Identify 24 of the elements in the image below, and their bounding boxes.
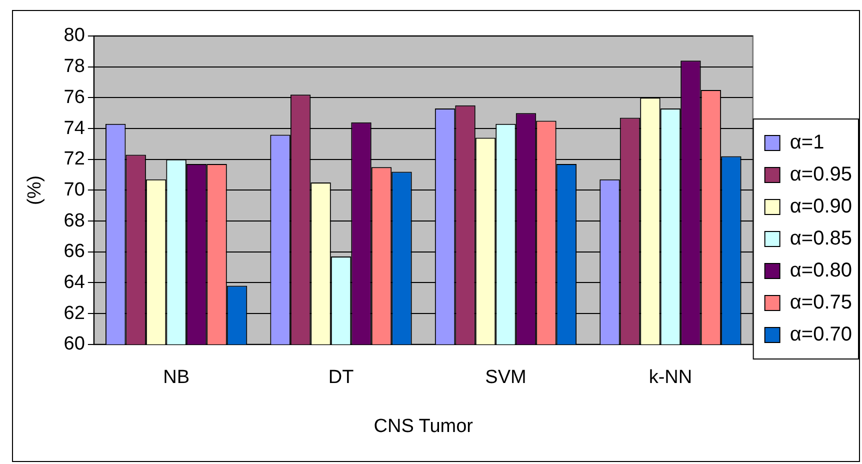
legend-label: α=1 — [790, 132, 824, 154]
legend-label: α=0.75 — [790, 292, 852, 314]
y-tick-label: 80 — [64, 25, 85, 46]
y-tick-label: 78 — [64, 56, 85, 78]
y-axis-title: (%) — [24, 175, 46, 205]
x-tick-label: SVM — [485, 367, 526, 388]
y-tick-label: 76 — [64, 86, 85, 108]
y-tick-label: 72 — [64, 148, 85, 170]
x-tick-label: k-NN — [648, 367, 692, 388]
y-tick-label: 66 — [64, 241, 85, 262]
x-axis-title: CNS Tumor — [374, 416, 474, 437]
y-tick-label: 74 — [64, 118, 86, 139]
x-tick-label: DT — [328, 367, 354, 388]
y-tick-label: 64 — [64, 272, 86, 293]
y-tick-label: 70 — [64, 179, 85, 200]
legend-label: α=0.90 — [790, 196, 852, 218]
y-tick-label: 60 — [64, 334, 85, 355]
legend-label: α=0.80 — [790, 260, 852, 282]
legend-label: α=0.85 — [790, 228, 852, 250]
y-tick-label: 62 — [64, 302, 85, 324]
y-tick-label: 68 — [64, 210, 85, 232]
legend-label: α=0.95 — [790, 164, 852, 186]
legend-label: α=0.70 — [790, 324, 852, 346]
x-tick-label: NB — [163, 367, 190, 388]
